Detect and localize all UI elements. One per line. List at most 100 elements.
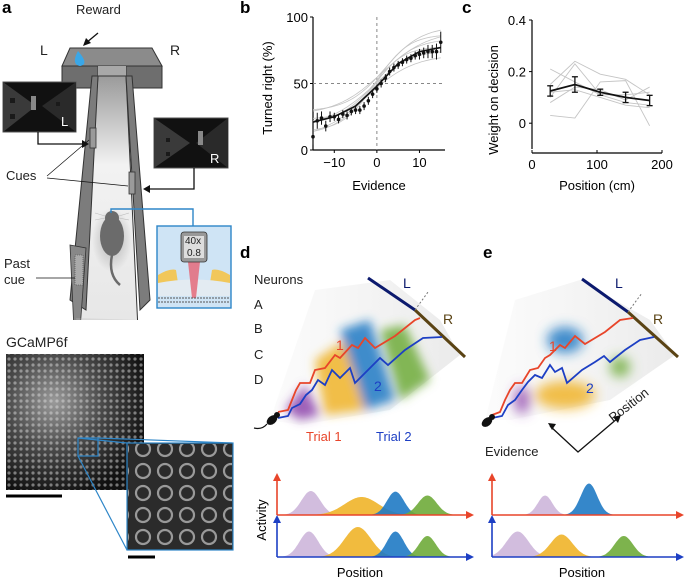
individual-animal-line — [549, 60, 650, 96]
arm-left-label-e: L — [615, 275, 623, 291]
arm-left-bar — [581, 277, 629, 314]
trial1-marker-e: 1 — [549, 338, 557, 354]
arm-left-label-d: L — [403, 275, 411, 291]
data-point — [362, 104, 366, 108]
panel-b-letter: b — [240, 0, 251, 17]
data-point — [353, 108, 358, 112]
data-point — [409, 56, 413, 61]
data-point — [404, 57, 409, 62]
neuron-a-label: A — [254, 297, 263, 312]
data-point — [311, 134, 315, 139]
axis-label-evidence: Evidence — [485, 444, 539, 459]
y-tick-label: 100 — [286, 10, 308, 25]
axis-arrowhead — [273, 473, 281, 481]
trajectory-trial2 — [491, 336, 655, 419]
data-point — [358, 108, 362, 112]
data-point — [421, 51, 426, 55]
microscope-inset — [156, 225, 232, 309]
arm-right-bar — [626, 310, 680, 359]
field-neuron-a — [285, 385, 320, 420]
axis-arrowhead — [273, 515, 281, 523]
gcamp-label: GCaMP6f — [6, 334, 68, 350]
activity-peak-neuron-d — [492, 536, 675, 557]
position-xlabel-d: Position — [337, 565, 383, 579]
field-neuron-d — [610, 357, 630, 377]
panel-e-letter: e — [483, 243, 493, 262]
activity-row-2 — [488, 515, 684, 561]
chart-b-xlabel: Evidence — [352, 178, 405, 193]
activity-peak-neuron-a — [277, 491, 465, 515]
objective-na: 0.8 — [187, 248, 201, 259]
x-tick-label: 100 — [586, 157, 608, 172]
water-drop-icon — [74, 51, 85, 66]
right-arm-label: R — [170, 42, 181, 58]
arm-right-label-d: R — [443, 311, 454, 327]
mouse-icon-d — [253, 412, 280, 430]
vr-screen-right — [153, 117, 229, 169]
data-point — [392, 65, 396, 70]
data-point — [319, 116, 324, 120]
activity-peak-neuron-d — [277, 495, 465, 515]
x-tick-label: 200 — [651, 157, 673, 172]
x-tick-label: 0 — [373, 155, 380, 170]
data-point — [336, 117, 341, 122]
vr-screen-left — [2, 81, 77, 133]
weight-chart: Weight on decision Position (cm) 0 0.2 0.4… — [486, 13, 673, 193]
arm-right-label-e: R — [653, 311, 664, 327]
position-xlabel-e: Position — [559, 565, 605, 579]
data-point — [387, 69, 392, 74]
field-neuron-d — [380, 325, 430, 400]
activity-row-2 — [273, 515, 474, 561]
field-of-view-image — [6, 354, 144, 490]
axis-arrowhead — [488, 473, 496, 481]
trajectory-trial2 — [277, 336, 443, 419]
activity-peak-neuron-a — [492, 531, 675, 557]
x-tick-label: 0 — [528, 157, 535, 172]
axis-arrowhead — [676, 553, 684, 561]
data-point — [370, 92, 375, 96]
data-point — [375, 87, 379, 91]
chart-c-xlabel: Position (cm) — [559, 178, 635, 193]
field-neuron-a — [514, 386, 530, 414]
mouse-icon-e — [481, 414, 495, 427]
past-cue-label-line1: Past — [4, 256, 31, 271]
data-point — [426, 49, 430, 54]
data-point — [430, 49, 435, 54]
data-point — [332, 114, 337, 119]
psychometric-chart: Turned right (%) Evidence 0 50 100 −10 0 10 — [260, 10, 445, 193]
data-point — [323, 124, 328, 128]
x-tick-label: −10 — [323, 155, 345, 170]
neuron-d-label: D — [254, 372, 264, 387]
legend-trial1: Trial 1 — [306, 429, 342, 444]
activity-ylabel: Activity — [254, 499, 269, 541]
panel-c-letter: c — [462, 0, 472, 17]
zoomed-cells-image — [126, 442, 234, 551]
data-point — [366, 98, 371, 103]
left-arm-label: L — [40, 42, 48, 58]
activity-peak-neuron-c — [492, 483, 675, 515]
trajectory-trial1 — [491, 317, 634, 416]
activity-row-1 — [273, 473, 474, 519]
cue-block-right — [128, 171, 136, 195]
mouse-icon — [92, 208, 132, 286]
trajectory-map-d — [253, 276, 467, 430]
data-point — [341, 112, 345, 116]
two-photon-images — [6, 354, 234, 559]
past-cue-block — [74, 254, 84, 286]
y-tick-label: 0 — [301, 143, 308, 158]
zoom-roi-box — [77, 437, 99, 457]
activity-peak-neuron-a — [492, 495, 675, 515]
data-point — [417, 52, 422, 57]
data-point — [328, 114, 332, 119]
neuron-c-label: C — [254, 347, 264, 362]
chart-b-ylabel: Turned right (%) — [260, 41, 275, 134]
neuron-fields — [514, 327, 630, 414]
trajectory-trial1 — [277, 317, 421, 413]
neuron-b-label: B — [254, 321, 263, 336]
activity-peak-neuron-d — [277, 536, 465, 557]
y-tick-label: 0 — [519, 116, 526, 131]
axis-arrowhead — [676, 511, 684, 519]
evidence-position-sheet — [485, 280, 675, 420]
objective-magnification: 40x — [185, 236, 202, 247]
data-point — [396, 63, 400, 67]
